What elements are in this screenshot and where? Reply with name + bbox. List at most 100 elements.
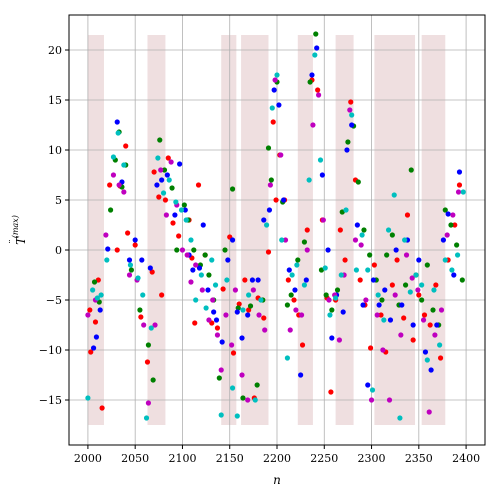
data-point-blue (219, 339, 225, 345)
data-point-magenta (121, 189, 127, 195)
data-point-green (367, 252, 373, 258)
data-point-green (222, 247, 228, 253)
data-point-blue (164, 172, 170, 178)
data-point-magenta (374, 312, 380, 318)
y-tick-label: 5 (55, 194, 62, 207)
data-point-blue (349, 122, 355, 128)
data-point-red (416, 292, 422, 298)
data-point-blue (154, 182, 160, 188)
data-point-cyan (353, 267, 360, 273)
data-point-magenta (450, 212, 456, 218)
shaded-band (335, 35, 354, 425)
data-point-blue (376, 302, 382, 308)
data-point-green (174, 247, 180, 253)
data-point-green (206, 272, 212, 278)
data-point-magenta (403, 252, 410, 258)
data-point-red (132, 242, 138, 248)
data-point-green (379, 297, 385, 303)
data-point-magenta (223, 312, 229, 318)
data-point-cyan (437, 342, 443, 348)
x-axis-ticks: 2000 2050 2100 2150 2200 2250 2300 2350 2400 (74, 445, 480, 465)
data-point-blue (234, 309, 240, 315)
data-point-green (345, 139, 351, 145)
data-point-blue (245, 312, 251, 318)
data-point-magenta (293, 307, 299, 313)
data-point-blue (132, 237, 138, 243)
x-tick-label: 2050 (121, 452, 149, 465)
data-point-cyan (252, 397, 258, 403)
data-point-blue (239, 335, 245, 341)
data-point-blue (276, 102, 282, 108)
data-point-magenta (363, 297, 369, 303)
data-point-cyan (365, 267, 371, 273)
data-point-green (240, 395, 246, 401)
data-point-cyan (312, 52, 318, 58)
data-point-green (384, 252, 390, 258)
data-points (85, 31, 466, 421)
data-point-red (368, 345, 374, 351)
shaded-band (241, 35, 269, 425)
data-point-blue (114, 119, 120, 125)
data-point-magenta (444, 232, 450, 238)
data-point-cyan (212, 282, 219, 288)
data-point-red (285, 277, 291, 283)
data-point-red (404, 212, 411, 218)
data-point-blue (393, 247, 399, 253)
data-point-blue (428, 367, 434, 373)
data-point-magenta (310, 122, 316, 128)
data-point-blue (249, 277, 256, 283)
data-point-red (337, 227, 343, 233)
data-point-magenta (168, 159, 174, 165)
data-point-cyan (333, 295, 339, 301)
shaded-band (147, 35, 166, 425)
data-point-red (410, 337, 416, 343)
y-tick-label: 0 (55, 244, 62, 257)
data-point-green (288, 292, 294, 298)
data-point-red (421, 312, 428, 318)
data-point-green (430, 307, 436, 313)
data-point-magenta (256, 312, 262, 318)
data-point-magenta (438, 307, 445, 313)
data-point-blue (139, 257, 145, 263)
data-point-blue (90, 345, 97, 351)
data-point-cyan (229, 385, 236, 391)
x-tick-label: 2350 (405, 452, 433, 465)
data-point-blue (200, 222, 206, 228)
data-point-red (236, 301, 242, 307)
data-point-cyan (294, 262, 300, 268)
data-point-red (315, 87, 321, 93)
data-point-magenta (336, 337, 342, 343)
data-point-magenta (152, 322, 158, 328)
data-point-cyan (135, 275, 141, 281)
data-point-magenta (358, 242, 364, 248)
data-point-green (161, 167, 168, 173)
data-point-red (265, 249, 272, 255)
data-point-red (273, 197, 279, 203)
data-point-magenta (206, 317, 212, 323)
data-point-cyan (274, 72, 280, 78)
data-point-magenta (85, 312, 91, 318)
data-point-red (220, 286, 226, 292)
data-point-cyan (166, 177, 172, 183)
data-point-cyan (289, 272, 295, 278)
data-point-blue (271, 87, 277, 93)
data-point-red (452, 222, 458, 228)
data-point-cyan (369, 387, 376, 393)
data-point-blue (365, 382, 371, 388)
data-point-red (114, 247, 120, 253)
data-point-cyan (121, 162, 127, 168)
data-point-magenta (392, 292, 398, 298)
data-point-magenta (267, 182, 273, 188)
data-point-cyan (178, 207, 185, 213)
data-point-magenta (229, 342, 235, 348)
data-point-cyan (431, 287, 437, 293)
data-point-blue (205, 287, 211, 293)
data-point-magenta (272, 77, 278, 83)
data-point-blue (126, 257, 133, 263)
data-point-green (108, 207, 114, 213)
data-point-green (191, 247, 197, 253)
data-point-red (437, 355, 444, 361)
data-point-magenta (352, 237, 359, 243)
data-point-cyan (127, 262, 134, 268)
data-point-green (265, 145, 272, 151)
